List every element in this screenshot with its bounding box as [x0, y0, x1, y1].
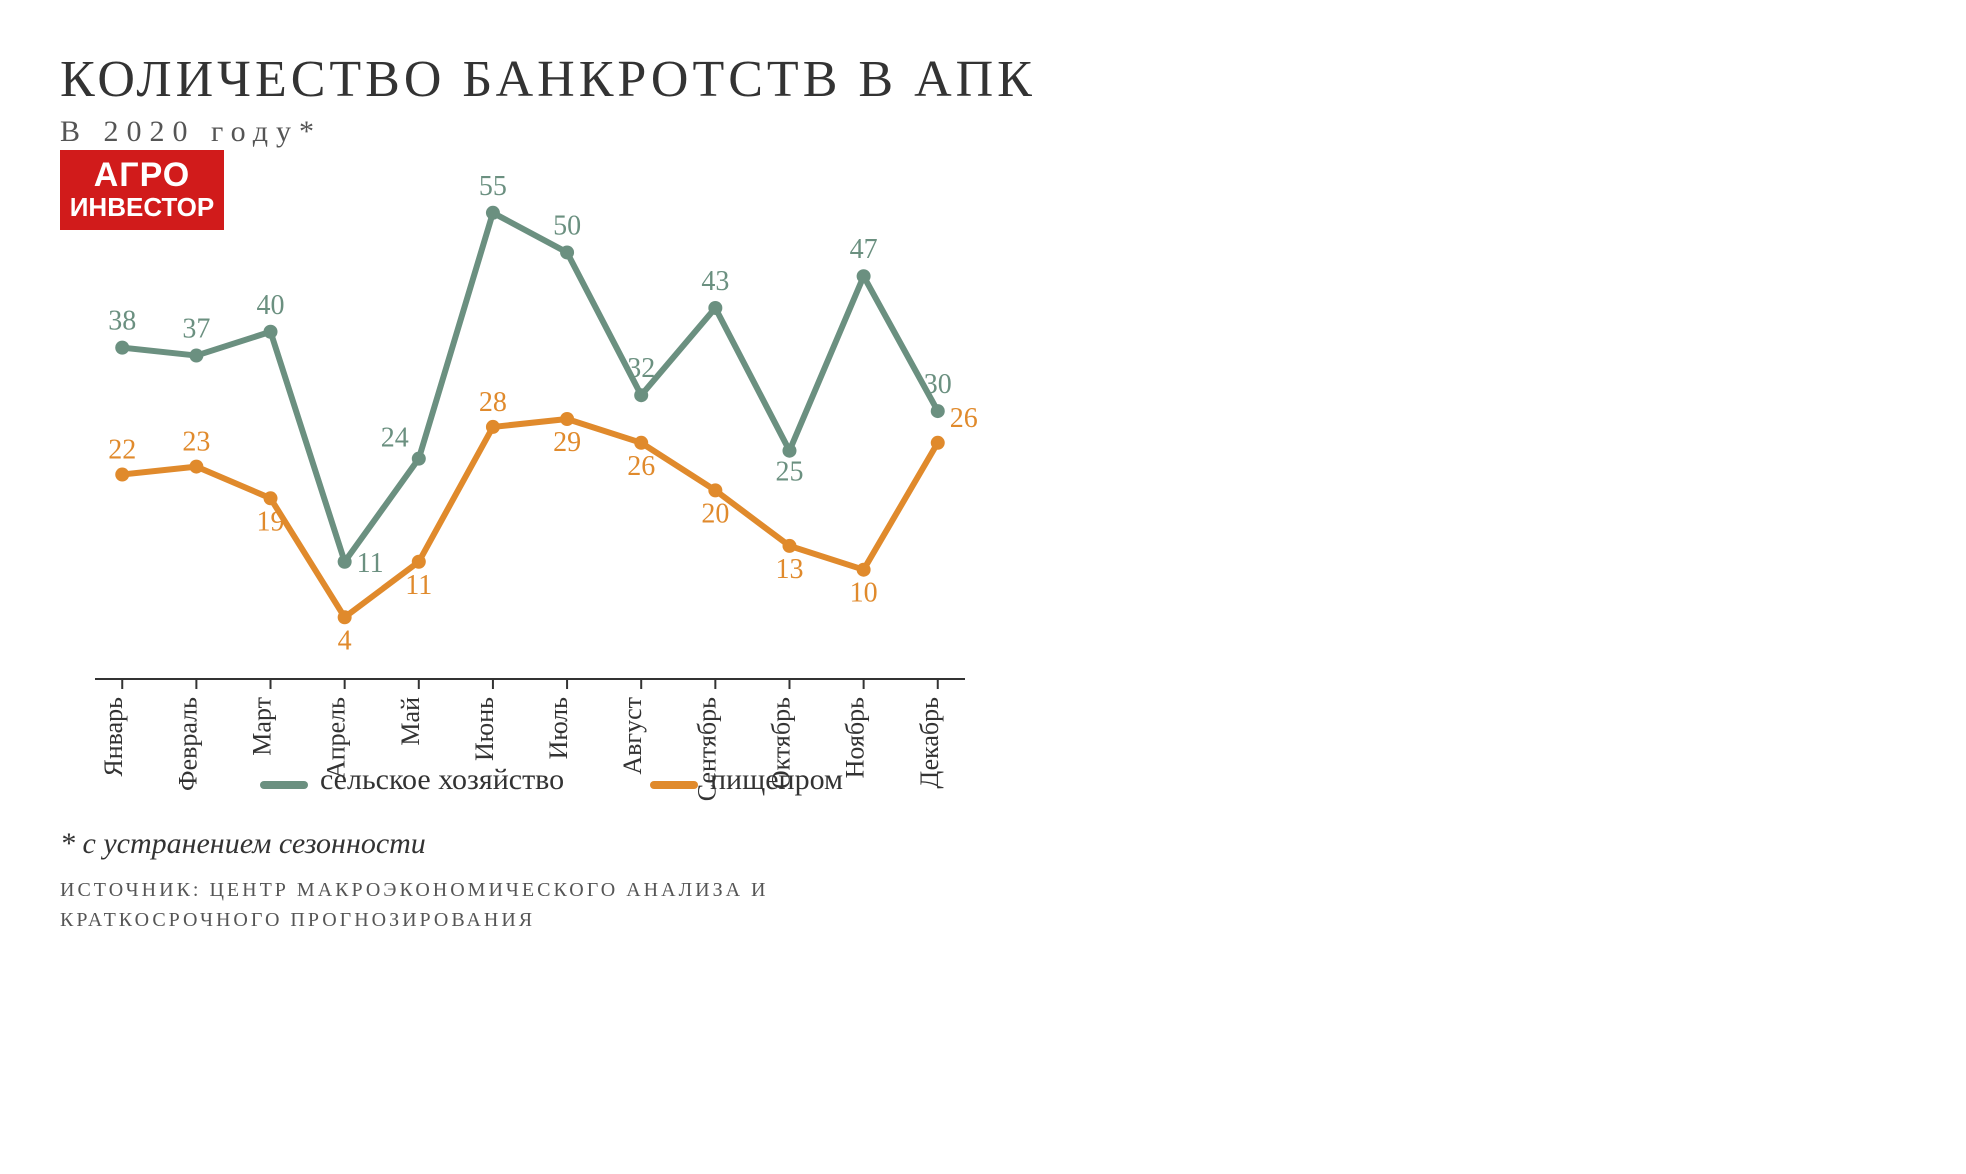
value-label: 32	[627, 353, 655, 384]
x-axis-label: Декабрь	[915, 697, 944, 789]
page: КОЛИЧЕСТВО БАНКРОТСТВ В АПК В 2020 году*…	[0, 0, 1966, 1174]
series-marker	[857, 269, 871, 283]
value-label: 29	[553, 427, 581, 458]
series-marker	[338, 555, 352, 569]
series-marker	[708, 301, 722, 315]
series-marker	[486, 206, 500, 220]
series-marker	[189, 349, 203, 363]
logo-line2: ИНВЕСТОР	[60, 194, 224, 221]
value-label: 28	[479, 387, 507, 418]
chart-subtitle: В 2020 году*	[60, 115, 1906, 149]
series-marker	[115, 341, 129, 355]
series-marker	[857, 563, 871, 577]
brand-logo: АГРО ИНВЕСТОР	[60, 150, 224, 230]
series-marker	[931, 436, 945, 450]
series-line	[122, 419, 938, 617]
value-label: 13	[775, 554, 803, 585]
legend-label: сельское хозяйство	[320, 763, 564, 796]
x-axis-label: Июнь	[470, 697, 499, 761]
chart-title: КОЛИЧЕСТВО БАНКРОТСТВ В АПК	[60, 50, 1906, 109]
value-label: 43	[701, 266, 729, 297]
value-label: 11	[357, 548, 384, 579]
value-label: 37	[182, 314, 210, 345]
footnote: * с устранением сезонности	[60, 827, 1906, 861]
series-marker	[708, 483, 722, 497]
x-axis-label: Август	[618, 697, 647, 775]
legend-label: пищепром	[710, 763, 843, 796]
series-marker	[189, 460, 203, 474]
x-axis-label: Ноябрь	[841, 697, 870, 778]
value-label: 11	[405, 570, 432, 601]
series-line	[122, 213, 938, 562]
series-marker	[634, 388, 648, 402]
value-label: 20	[701, 498, 729, 529]
value-label: 25	[775, 457, 803, 488]
value-label: 38	[108, 306, 136, 337]
value-label: 19	[257, 506, 285, 537]
series-marker	[931, 404, 945, 418]
series-marker	[115, 468, 129, 482]
series-marker	[264, 325, 278, 339]
value-label: 26	[950, 403, 978, 434]
chart-container: ЯнварьФевральМартАпрельМайИюньИюльАвгуст…	[60, 169, 1906, 809]
x-axis-label: Март	[248, 697, 277, 756]
value-label: 55	[479, 171, 507, 202]
value-label: 23	[182, 427, 210, 458]
x-axis-label: Январь	[99, 697, 128, 777]
series-marker	[412, 555, 426, 569]
value-label: 10	[850, 578, 878, 609]
value-label: 47	[850, 234, 878, 265]
series-marker	[412, 452, 426, 466]
value-label: 30	[924, 369, 952, 400]
series-marker	[782, 444, 796, 458]
legend-swatch	[260, 781, 308, 789]
series-marker	[560, 412, 574, 426]
value-label: 24	[381, 423, 409, 454]
x-axis-label: Июль	[544, 697, 573, 760]
value-label: 40	[257, 290, 285, 321]
series-marker	[486, 420, 500, 434]
series-marker	[634, 436, 648, 450]
value-label: 26	[627, 451, 655, 482]
legend-swatch	[650, 781, 698, 789]
series-marker	[338, 610, 352, 624]
x-axis-label: Февраль	[173, 697, 202, 791]
series-marker	[264, 491, 278, 505]
value-label: 22	[108, 435, 136, 466]
value-label: 50	[553, 210, 581, 241]
source-text: ИСТОЧНИК: ЦЕНТР МАКРОЭКОНОМИЧЕСКОГО АНАЛ…	[60, 875, 940, 935]
x-axis-label: Май	[396, 697, 425, 746]
series-marker	[560, 245, 574, 259]
series-marker	[782, 539, 796, 553]
value-label: 4	[338, 625, 352, 656]
logo-line1: АГРО	[60, 158, 224, 194]
line-chart: ЯнварьФевральМартАпрельМайИюньИюльАвгуст…	[60, 169, 980, 809]
